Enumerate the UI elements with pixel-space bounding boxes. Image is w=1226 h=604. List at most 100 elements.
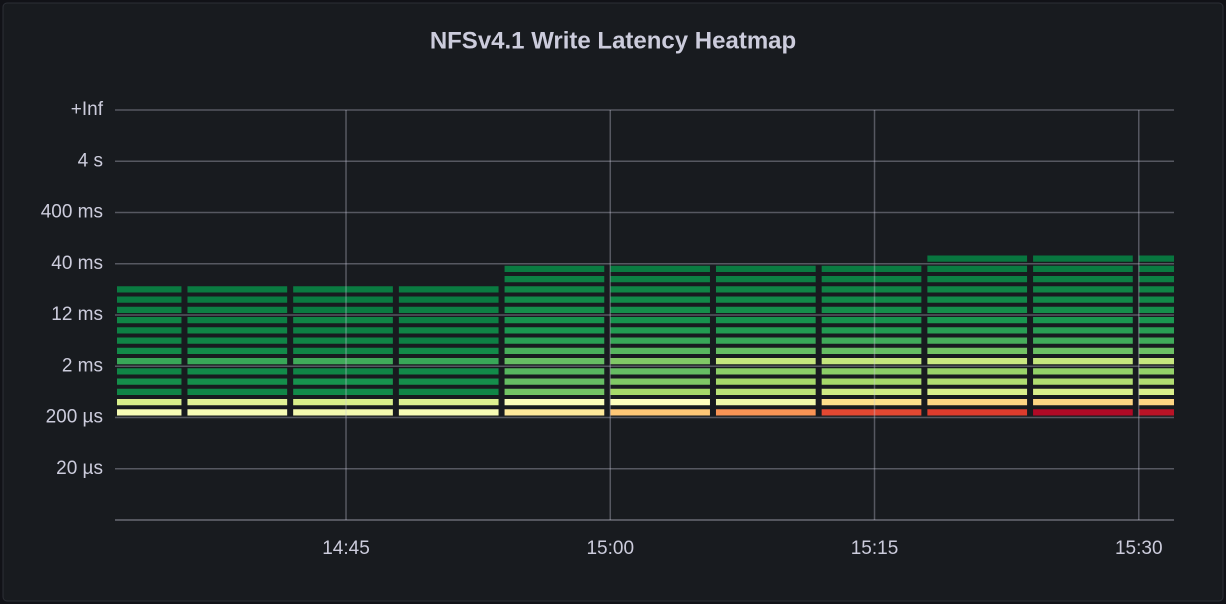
heatmap-cell [715,317,816,324]
heatmap-cell [610,265,710,272]
heatmap-cell [821,399,922,406]
heatmap-cell [187,358,288,365]
heatmap-cell [715,388,816,395]
heatmap-cell [1138,358,1174,365]
y-tick-label: 40 ms [51,253,103,274]
heatmap-cell [1138,255,1174,262]
heatmap-cell [1033,255,1133,262]
x-tick-label: 15:15 [851,538,899,559]
heatmap-cell [293,296,393,303]
heatmap-cell [293,347,393,354]
heatmap-cell [715,378,816,385]
heatmap-cell [610,296,710,303]
heatmap-cell [821,265,922,272]
heatmap-cell [117,399,182,406]
heatmap-cell [715,286,816,293]
heatmap-cell [927,286,1028,293]
heatmap-cell [821,388,922,395]
heatmap-cell [1033,368,1133,375]
heatmap-cell [927,368,1028,375]
heatmap-cell [610,368,710,375]
heatmap-cell [715,347,816,354]
heatmap-cell [1033,306,1133,313]
heatmap-cell [504,306,605,313]
heatmap-cell [610,306,710,313]
heatmap-cell [1033,337,1133,344]
heatmap-cell [1033,265,1133,272]
heatmap-cell [117,327,182,334]
heatmap-cell [398,347,499,354]
y-tick-label: 200 µs [46,407,103,428]
heatmap-cell [821,368,922,375]
heatmap-cell [504,409,605,416]
heatmap-cell [927,388,1028,395]
heatmap-cell [1033,276,1133,283]
heatmap-cell [504,358,605,365]
heatmap-cell [1138,286,1174,293]
heatmap-cell [927,327,1028,334]
y-tick-label: 4 s [78,150,103,171]
heatmap-cell [1033,327,1133,334]
x-tick-label: 15:30 [1115,538,1163,559]
heatmap-cell [398,317,499,324]
heatmap-cell [398,327,499,334]
heatmap-cell [1138,368,1174,375]
heatmap-cell [610,337,710,344]
heatmap-cell [293,358,393,365]
heatmap-cell [293,317,393,324]
heatmap-cell [1138,327,1174,334]
heatmap-cell [927,276,1028,283]
heatmap-cell [927,378,1028,385]
heatmap-cell [610,399,710,406]
heatmap-cell [821,347,922,354]
heatmap-cell [504,378,605,385]
heatmap-cell [117,378,182,385]
heatmap-cell [1138,388,1174,395]
heatmap-cell [927,409,1028,416]
heatmap-cell [715,399,816,406]
heatmap-cell [1138,399,1174,406]
heatmap-cell [187,306,288,313]
heatmap-cell [187,378,288,385]
heatmap-cell [117,296,182,303]
y-tick-label: 400 ms [41,202,103,223]
heatmap-cell [715,337,816,344]
heatmap-cell [1138,296,1174,303]
y-tick-label: +Inf [71,99,104,120]
heatmap-cell [610,286,710,293]
heatmap-cell [117,388,182,395]
heatmap-cell [821,409,922,416]
heatmap-cell [293,399,393,406]
heatmap-cell [610,358,710,365]
y-tick-label: 2 ms [62,355,103,376]
heatmap-cell [1138,317,1174,324]
heatmap-cell [398,358,499,365]
heatmap-cell [610,317,710,324]
heatmap-cell [117,409,182,416]
heatmap-cell [187,296,288,303]
heatmap-cell [821,276,922,283]
heatmap-cell [610,378,710,385]
chart-title: NFSv4.1 Write Latency Heatmap [430,27,796,54]
heatmap-cell [293,337,393,344]
heatmap-cell [715,358,816,365]
x-tick-label: 14:45 [322,538,370,559]
heatmap-cell [398,409,499,416]
heatmap-cell [187,286,288,293]
heatmap-cell [504,368,605,375]
heatmap-cell [504,327,605,334]
heatmap-cell [927,317,1028,324]
heatmap-cell [1138,306,1174,313]
heatmap-cell [187,409,288,416]
heatmap-cell [821,296,922,303]
heatmap-cell [1138,337,1174,344]
heatmap-cell [398,399,499,406]
heatmap-cell [504,399,605,406]
heatmap-cell [398,368,499,375]
x-tick-label: 15:00 [586,538,634,559]
heatmap-cell [117,358,182,365]
heatmap-cell [715,327,816,334]
heatmap-cell [187,347,288,354]
heatmap-cell [398,388,499,395]
